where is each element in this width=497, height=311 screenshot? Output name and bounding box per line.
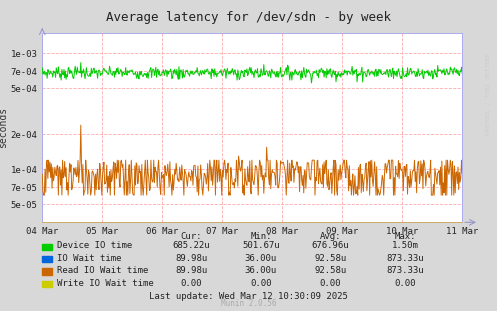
Text: Munin 2.0.56: Munin 2.0.56: [221, 299, 276, 308]
Text: Min:: Min:: [250, 232, 272, 241]
Text: 92.58u: 92.58u: [315, 254, 346, 262]
Text: Max:: Max:: [394, 232, 416, 241]
Text: Cur:: Cur:: [180, 232, 202, 241]
Text: Avg:: Avg:: [320, 232, 341, 241]
Text: 1.50m: 1.50m: [392, 241, 418, 250]
Text: 685.22u: 685.22u: [172, 241, 210, 250]
Text: 676.96u: 676.96u: [312, 241, 349, 250]
Text: IO Wait time: IO Wait time: [57, 254, 122, 262]
Text: 0.00: 0.00: [320, 279, 341, 287]
Text: 501.67u: 501.67u: [242, 241, 280, 250]
Y-axis label: seconds: seconds: [0, 107, 8, 148]
Text: Read IO Wait time: Read IO Wait time: [57, 266, 149, 275]
Text: 873.33u: 873.33u: [386, 254, 424, 262]
Text: 92.58u: 92.58u: [315, 266, 346, 275]
Text: 36.00u: 36.00u: [245, 266, 277, 275]
Text: 36.00u: 36.00u: [245, 254, 277, 262]
Text: Write IO Wait time: Write IO Wait time: [57, 279, 154, 287]
Text: RRDTOOL / TOBI OETIKER: RRDTOOL / TOBI OETIKER: [486, 52, 491, 135]
Text: 0.00: 0.00: [180, 279, 202, 287]
Text: 873.33u: 873.33u: [386, 266, 424, 275]
Text: Device IO time: Device IO time: [57, 241, 132, 250]
Text: Average latency for /dev/sdn - by week: Average latency for /dev/sdn - by week: [106, 11, 391, 24]
Text: 89.98u: 89.98u: [175, 254, 207, 262]
Text: Last update: Wed Mar 12 10:30:09 2025: Last update: Wed Mar 12 10:30:09 2025: [149, 292, 348, 300]
Text: 0.00: 0.00: [250, 279, 272, 287]
Text: 0.00: 0.00: [394, 279, 416, 287]
Text: 89.98u: 89.98u: [175, 266, 207, 275]
